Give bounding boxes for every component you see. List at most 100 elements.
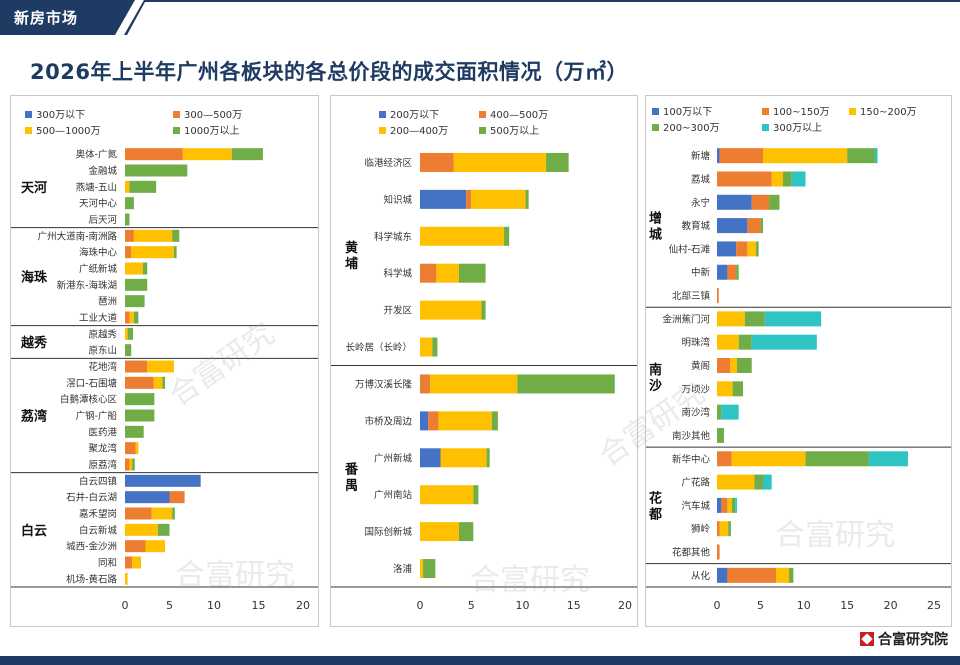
category-label: 广州南站 xyxy=(374,489,413,501)
bar-segment xyxy=(731,497,736,513)
bar-segment xyxy=(125,393,155,406)
x-tick-label: 20 xyxy=(618,599,632,612)
chart-3: 100万以下 100~150万 150~200万 200~300万 300万以上新塘荔城… xyxy=(646,107,951,612)
legend-swatch xyxy=(479,127,486,134)
bar-segment xyxy=(717,288,719,304)
bar-segment xyxy=(231,148,263,161)
bar-segment xyxy=(132,556,142,569)
bar-segment xyxy=(125,458,130,471)
bar-segment xyxy=(420,337,433,357)
group-label: 海珠 xyxy=(21,270,48,286)
legend-label: 100万以下 xyxy=(663,107,712,118)
bar-segment xyxy=(162,376,166,389)
legend-swatch xyxy=(25,111,32,118)
bar-segment xyxy=(129,180,157,193)
bar-segment xyxy=(473,485,479,505)
bar-segment xyxy=(782,171,792,187)
x-tick-label: 0 xyxy=(122,599,129,612)
bar-segment xyxy=(717,497,722,513)
page-title: 2026年上半年广州各板块的各总价段的成交面积情况（万㎡） xyxy=(30,60,628,84)
bar-segment xyxy=(420,226,505,246)
legend-label: 500—1000万 xyxy=(36,126,101,137)
bar-segment xyxy=(125,311,130,324)
bar-segment xyxy=(735,497,737,513)
category-label: 从化 xyxy=(691,570,711,582)
legend-swatch xyxy=(652,108,659,115)
bar-segment xyxy=(172,507,175,520)
category-label: 原越秀 xyxy=(88,328,117,340)
bar-segment xyxy=(436,263,459,283)
bar-segment xyxy=(719,148,764,164)
bar-segment xyxy=(763,148,848,164)
bar-segment xyxy=(125,540,146,553)
category-label: 科学城 xyxy=(383,268,412,280)
chart-2: 200万以下 400—500万 200—400万 500万以上临港经济区知识城科学城东… xyxy=(331,110,637,612)
bar-segment xyxy=(717,474,755,490)
bar-segment xyxy=(847,148,875,164)
bar-segment xyxy=(717,567,728,583)
bar-segment xyxy=(453,152,547,172)
category-label: 万顷沙 xyxy=(681,384,710,395)
bar-segment xyxy=(125,229,134,242)
legend-swatch xyxy=(849,108,856,115)
chart-panel-2: 200万以下 400—500万 200—400万 500万以上 临港经济区 知识城 科学城东… xyxy=(330,95,638,627)
category-label: 白鹅潭核心区 xyxy=(60,394,118,406)
category-label: 教育城 xyxy=(681,220,710,232)
bar-segment xyxy=(420,448,441,468)
bar-segment xyxy=(125,556,133,569)
bar-segment xyxy=(135,442,139,455)
category-label: 广钢-广船 xyxy=(76,410,118,422)
bar-segment xyxy=(438,411,492,431)
bar-segment xyxy=(420,300,482,320)
bar-segment xyxy=(760,218,764,234)
legend-label: 200—400万 xyxy=(390,126,448,137)
brand-logo: 合富研究院 xyxy=(860,629,948,649)
bar-segment xyxy=(763,474,772,490)
legend-swatch xyxy=(173,111,180,118)
bar-segment xyxy=(791,171,806,187)
bar-segment xyxy=(125,344,132,357)
bar-segment xyxy=(732,381,744,397)
bar-segment xyxy=(717,427,724,443)
bar-segment xyxy=(125,474,201,487)
bottom-bar xyxy=(0,656,960,665)
group-label: 花都 xyxy=(648,490,662,522)
category-label: 原东山 xyxy=(88,345,117,357)
bar-segment xyxy=(546,152,569,172)
bar-segment xyxy=(423,559,436,579)
x-tick-label: 15 xyxy=(840,599,854,612)
bar-segment xyxy=(486,448,490,468)
bar-segment xyxy=(466,189,472,209)
category-label: 花地湾 xyxy=(88,361,117,373)
group-label: 增城 xyxy=(649,211,662,243)
category-label: 同和 xyxy=(98,558,117,569)
bar-segment xyxy=(471,189,526,209)
bar-segment xyxy=(420,152,454,172)
category-label: 燕塘-五山 xyxy=(76,181,117,193)
bar-segment xyxy=(173,246,177,259)
bar-segment xyxy=(125,164,188,177)
x-tick-label: 10 xyxy=(797,599,811,612)
bar-segment xyxy=(721,404,739,420)
category-label: 金融城 xyxy=(88,165,117,177)
bar-segment xyxy=(133,229,173,242)
bar-segment xyxy=(717,194,752,210)
category-label: 原荔湾 xyxy=(88,459,117,471)
category-label: 工业大道 xyxy=(79,312,118,324)
bar-segment xyxy=(129,458,133,471)
bar-segment xyxy=(125,425,144,438)
bar-segment xyxy=(440,448,487,468)
legend-label: 400—500万 xyxy=(490,110,548,121)
legend-label: 300万以下 xyxy=(36,110,85,121)
legend-label: 200万以下 xyxy=(390,110,439,121)
legend-swatch xyxy=(25,127,32,134)
bar-segment xyxy=(769,194,780,210)
x-tick-label: 15 xyxy=(252,599,266,612)
bar-segment xyxy=(751,194,770,210)
bar-segment xyxy=(771,171,783,187)
group-label: 荔湾 xyxy=(20,409,47,425)
bar-segment xyxy=(127,327,134,340)
bar-segment xyxy=(125,278,148,291)
bar-segment xyxy=(717,264,728,280)
category-label: 海珠中心 xyxy=(79,247,118,259)
